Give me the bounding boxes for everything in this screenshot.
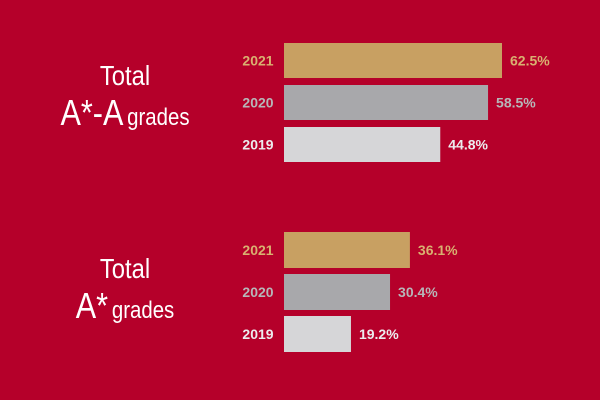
title-line-grade: A* grades xyxy=(19,285,232,327)
bar-2019 xyxy=(284,316,351,352)
bar-2021 xyxy=(284,43,502,78)
category-label-2019: 2019 xyxy=(242,137,273,153)
title-line-total: Total xyxy=(99,60,151,91)
chart-panel-a-star-a: Total A*-A grades 2021 62.5% 2020 58.5% 2019… xyxy=(19,43,550,162)
title-grade-name: A* xyxy=(75,285,109,326)
title-line-total: Total xyxy=(99,253,151,284)
category-label-2021: 2021 xyxy=(242,53,273,69)
value-label-2021: 36.1% xyxy=(418,242,458,258)
value-label-2020: 30.4% xyxy=(398,284,438,300)
value-label-2019: 19.2% xyxy=(359,326,399,342)
bar-2021 xyxy=(284,232,410,268)
category-label-2020: 2020 xyxy=(242,284,273,300)
chart-panel-a-star: Total A* grades 2021 36.1% 2020 30.4% 2019 19… xyxy=(0,200,600,400)
value-label-2019: 44.8% xyxy=(448,137,488,153)
bar-2020 xyxy=(284,85,489,120)
value-label-2020: 58.5% xyxy=(496,95,536,111)
title-line-grade: A*-A grades xyxy=(19,92,232,134)
title-grade-word: grades xyxy=(111,297,175,324)
bar-chart-a-star: 2021 36.1% 2020 30.4% 2019 19.2% xyxy=(242,232,458,352)
title-grade-word: grades xyxy=(127,104,190,131)
bar-2019 xyxy=(284,127,441,162)
bar-chart-a-star-a: 2021 62.5% 2020 58.5% 2019 44.8% xyxy=(242,43,550,162)
panel-title: Total A* grades xyxy=(19,253,232,327)
category-label-2021: 2021 xyxy=(242,242,273,258)
category-label-2020: 2020 xyxy=(242,95,273,111)
panel-title: Total A*-A grades xyxy=(19,60,232,134)
category-label-2019: 2019 xyxy=(242,326,273,342)
bar-2020 xyxy=(284,274,391,310)
title-grade-name: A*-A xyxy=(60,92,124,133)
value-label-2021: 62.5% xyxy=(510,53,550,69)
